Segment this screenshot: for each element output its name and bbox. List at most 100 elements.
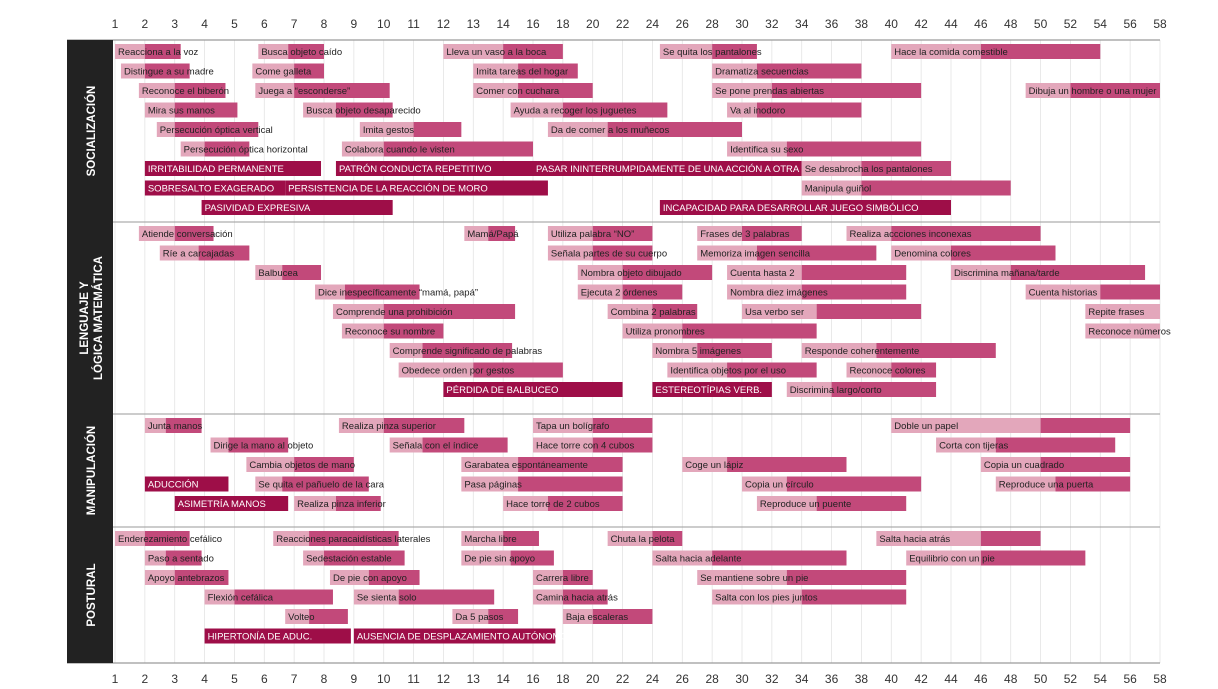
- bar-label: Corta con tijeras: [939, 441, 1008, 452]
- milestone-bar: Discrimina largo/corto: [786, 382, 937, 397]
- bar-label: Reconoce el biberón: [142, 86, 229, 97]
- milestone-bar: Comprende una prohibición: [332, 304, 516, 319]
- bar-early-range: [246, 457, 295, 472]
- bar-main-range: [682, 323, 817, 339]
- bars-layer: Reacciona a la voz Busca objeto caído Llev…: [115, 44, 1171, 644]
- bar-label: Reacciones paracaidísticas laterales: [276, 534, 430, 545]
- milestone-bar: Salta con los pies juntos: [712, 589, 907, 605]
- tick-label-top: 13: [467, 17, 481, 31]
- bar-label: Repite frases: [1088, 307, 1144, 318]
- tick-label-top: 8: [321, 17, 328, 31]
- bar-early-range: [315, 284, 345, 300]
- bar-label: Persecución óptica vertical: [160, 125, 273, 136]
- milestone-bar: Va al inodoro: [727, 102, 862, 118]
- bar-early-range: [607, 304, 653, 319]
- bar-main-range: [652, 531, 683, 546]
- bar-main-range: [1070, 83, 1160, 98]
- bar-early-range: [332, 304, 384, 319]
- bar-early-range: [562, 609, 593, 624]
- bar-main-range: [174, 226, 214, 241]
- bar-early-range: [255, 83, 295, 98]
- milestone-bar: INCAPACIDAD PARA DESARROLLAR JUEGO SIMBÓ…: [659, 200, 951, 215]
- bar-main-range: [756, 245, 877, 261]
- tick-label-bottom: 7: [291, 672, 298, 686]
- tick-label-top: 26: [676, 17, 690, 31]
- bar-early-range: [294, 496, 336, 511]
- bar-label: Discrimina mañana/tarde: [954, 268, 1060, 279]
- milestone-bar: Imita tareas del hogar: [473, 63, 578, 79]
- bar-label: SOBRESALTO EXAGERADO: [148, 184, 274, 195]
- tick-label-bottom: 28: [705, 672, 719, 686]
- milestone-bar: Utiliza pronombres: [622, 323, 817, 339]
- bar-early-range: [607, 531, 653, 546]
- bar-label: PASIVIDAD EXPRESIVA: [205, 203, 311, 214]
- bar-label: Hace la comida comestible: [894, 47, 1008, 58]
- bar-early-range: [995, 476, 1056, 492]
- bar-label: Sedestación estable: [306, 554, 392, 565]
- bar-label: Garabatea espontáneamente: [464, 460, 588, 471]
- bar-main-range: [801, 284, 907, 300]
- warning-bar: [174, 496, 289, 511]
- milestone-bar: Copia un cuadrado: [980, 457, 1131, 472]
- milestone-bar: PÉRDIDA DE BALBUCEO: [443, 382, 623, 397]
- bar-label: AUSENCIA DE DESPLAZAMIENTO AUTÓNOMO: [357, 632, 568, 643]
- bar-early-range: [547, 245, 593, 261]
- bar-main-range: [607, 122, 742, 137]
- milestone-bar: Repite frases: [1085, 304, 1160, 319]
- tick-label-bottom: 9: [351, 672, 358, 686]
- bar-main-range: [756, 102, 862, 118]
- warning-bar: [335, 161, 533, 176]
- tick-label-top: 50: [1034, 17, 1048, 31]
- bar-label: Realiza pinza inferior: [297, 499, 386, 510]
- bar-label: PERSISTENCIA DE LA REACCIÓN DE MORO: [288, 184, 488, 195]
- bar-label: Cambia objetos de mano: [249, 460, 355, 471]
- bar-early-range: [303, 102, 336, 118]
- bar-label: Salta hacia atrás: [879, 534, 950, 545]
- bar-early-range: [891, 418, 1041, 433]
- milestone-bar: Coge un lápiz: [682, 457, 847, 472]
- bar-early-range: [115, 531, 145, 546]
- bar-label: Denomina colores: [894, 249, 971, 260]
- milestone-bar: Dice inespecíficamente “mamá, papá”: [315, 284, 478, 300]
- milestone-bar: HIPERTONÍA DE ADUC.: [204, 628, 351, 644]
- milestone-bar: Junta manos: [144, 418, 203, 433]
- tick-label-top: 18: [556, 17, 570, 31]
- bar-main-range: [473, 362, 563, 378]
- bar-early-range: [652, 343, 698, 358]
- tick-label-bottom: 34: [795, 672, 809, 686]
- bar-label: ESTEREOTÍPIAS VERB.: [655, 385, 762, 396]
- warning-bar: [353, 628, 556, 644]
- section-panel: [67, 40, 113, 222]
- bar-early-range: [659, 44, 713, 59]
- section-label: POSTURAL: [86, 563, 98, 626]
- bar-main-range: [712, 550, 847, 566]
- bar-early-range: [359, 122, 414, 137]
- bar-label: Come galleta: [255, 67, 312, 78]
- milestone-bar: ESTEREOTÍPIAS VERB.: [652, 382, 772, 397]
- bar-main-range: [282, 476, 369, 492]
- milestone-bar: IRRITABILIDAD PERMANENTE: [144, 161, 322, 176]
- bar-label: Identifica su sexo: [730, 145, 803, 156]
- bar-early-range: [452, 609, 489, 624]
- bar-label: Pasa páginas: [464, 480, 522, 491]
- milestone-bar: Frases de 3 palabras: [697, 226, 802, 241]
- milestone-bar: AUSENCIA DE DESPLAZAMIENTO AUTÓNOMO: [353, 628, 568, 644]
- bar-label: Realiza pinza superior: [342, 421, 436, 432]
- bar-early-range: [303, 550, 324, 566]
- bar-main-range: [294, 83, 390, 98]
- bar-early-range: [533, 570, 563, 585]
- bar-main-range: [144, 63, 190, 79]
- tick-label-bottom: 18: [556, 672, 570, 686]
- bar-label: Comprende significado de palabras: [393, 346, 543, 357]
- bar-label: Ríe a carcajadas: [163, 249, 235, 260]
- milestone-bar: PASIVIDAD EXPRESIVA: [201, 200, 393, 215]
- bar-main-range: [309, 531, 399, 546]
- bar-label: Imita tareas del hogar: [476, 67, 568, 78]
- milestone-bar: Carrera libre: [533, 570, 593, 585]
- tick-label-bottom: 58: [1153, 672, 1167, 686]
- bar-main-range: [294, 457, 354, 472]
- tick-label-top: 12: [437, 17, 451, 31]
- tick-label-top: 7: [291, 17, 298, 31]
- bar-early-range: [258, 44, 289, 59]
- tick-label-bottom: 36: [825, 672, 839, 686]
